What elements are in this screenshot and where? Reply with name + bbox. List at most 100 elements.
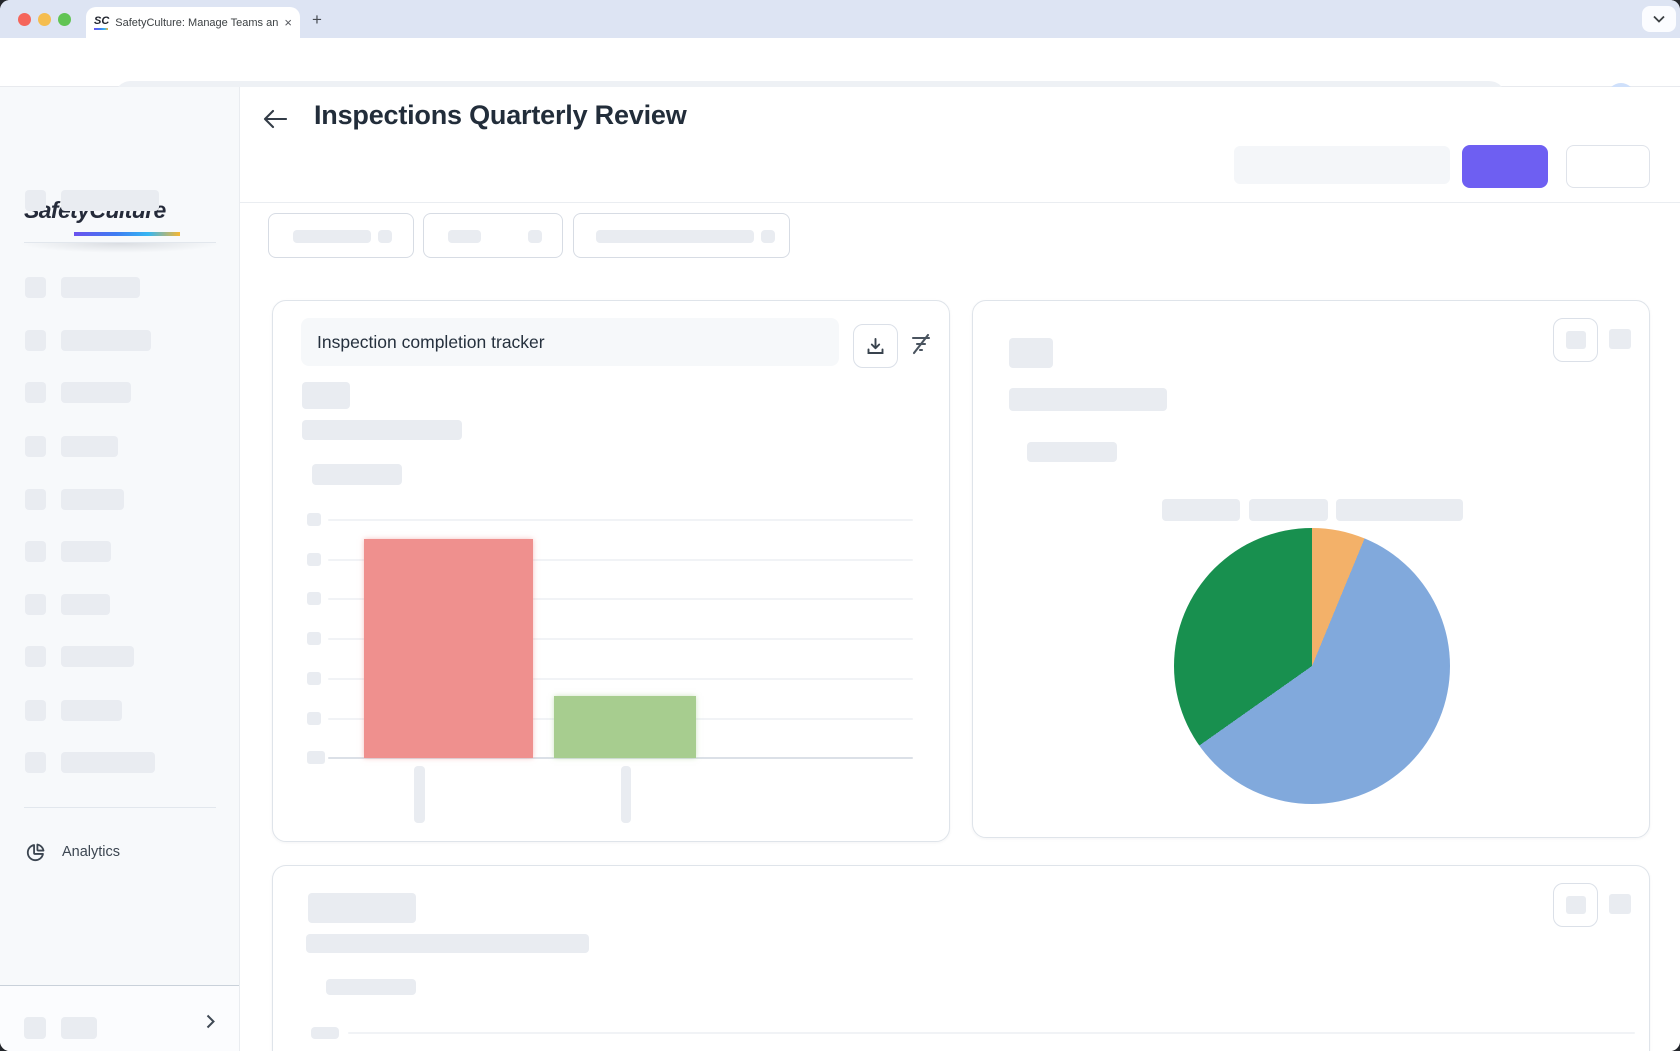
chevron-right-icon[interactable] [206,1014,215,1034]
sidebar-bottom-panel [0,985,239,1051]
sidebar-skeleton-label [61,752,155,773]
chart-skeleton-legend [1027,442,1117,462]
sidebar-skeleton-icon [25,330,46,351]
analytics-label: Analytics [62,844,121,860]
chart-skeleton-subtitle [302,420,462,440]
sidebar-skeleton-label [61,190,159,211]
axis-baseline [328,757,913,759]
new-tab-icon[interactable]: + [312,10,322,29]
sidebar-item-analytics[interactable]: Analytics [0,838,240,866]
gridline [328,598,913,600]
card-skeleton-icon [1609,329,1631,349]
xtick-skeleton [414,766,425,823]
button-skeleton-icon [1565,896,1586,914]
card-action-button[interactable] [1553,318,1598,362]
card-skeleton-icon [1609,894,1631,914]
page-title: Inspections Quarterly Review [314,100,687,130]
chart-skeleton-legend [312,464,402,485]
chart-skeleton-subtitle [1009,388,1167,411]
download-button[interactable] [853,324,898,368]
analytics-pie-icon [25,842,46,863]
ytick-skeleton [307,751,325,764]
ytick-skeleton [311,1027,339,1039]
sidebar-skeleton-icon [25,436,46,457]
legend-skeleton-item [1162,499,1240,521]
header-skeleton-control [1234,146,1450,184]
xtick-skeleton [621,766,631,823]
sidebar-skeleton-icon [25,541,46,562]
chevron-down-icon [1653,15,1665,23]
sidebar-scroll-shadow [0,243,240,257]
bar-card-title: Inspection completion tracker [317,331,545,352]
chip-skeleton-caret [761,230,775,243]
ytick-skeleton [307,513,321,526]
chart-skeleton-subtitle [306,934,589,953]
safetyculture-favicon: SC [94,15,109,30]
page-back-button[interactable] [260,104,290,134]
app-sidebar: SafetyCulture Analytics [0,87,240,1051]
ytick-skeleton [307,553,321,566]
chart-skeleton-legend [326,979,416,995]
bar-series-red[interactable] [364,539,533,758]
sidebar-skeleton-icon [25,700,46,721]
bar-chart-card: Inspection completion tracker [272,300,950,842]
chip-skeleton-label [293,230,371,243]
pie-chart[interactable] [1174,528,1450,804]
sidebar-skeleton-label [61,646,134,667]
legend-skeleton-item [1249,499,1328,521]
filter-chip[interactable] [573,213,790,258]
browser-toolbar: https://app.safetyculture.com/analytics/… [0,38,1680,115]
chart-skeleton-value [302,382,350,409]
sidebar-skeleton-icon [24,1017,46,1039]
tab-title: SafetyCulture: Manage Teams and... [115,16,279,29]
sidebar-skeleton-label [61,541,111,562]
bar-series-green[interactable] [554,696,696,758]
header-divider [240,202,1680,203]
sidebar-skeleton-label [61,382,131,403]
gridline [328,559,913,561]
traffic-light-minimize[interactable] [38,13,51,26]
chip-skeleton-label [448,230,481,243]
secondary-action-button[interactable] [1566,145,1650,188]
card-action-button[interactable] [1553,883,1598,927]
tab-close-icon[interactable]: × [284,15,292,30]
filter-chip[interactable] [268,213,414,258]
primary-action-button[interactable] [1462,145,1548,188]
sidebar-divider [24,242,216,243]
sidebar-skeleton-label [61,436,118,457]
pie-chart-card [972,300,1650,838]
card-title-bar: Inspection completion tracker [301,318,839,366]
logo-gradient-underline [74,232,180,236]
sidebar-skeleton-icon [25,752,46,773]
sidebar-skeleton-label [61,489,124,510]
ytick-skeleton [307,632,321,645]
browser-tab[interactable]: SC SafetyCulture: Manage Teams and... × [86,7,300,38]
ytick-skeleton [307,712,321,725]
sidebar-skeleton-icon [25,190,46,211]
legend-skeleton-item [1336,499,1463,521]
tab-search-chevron[interactable] [1642,6,1676,32]
gridline [348,1032,1635,1034]
chart-skeleton-value [308,893,416,923]
sidebar-skeleton-label [61,330,151,351]
sidebar-skeleton-label [61,1017,97,1039]
chart-skeleton-value [1009,338,1053,368]
chip-skeleton-label [596,230,754,243]
gridline [328,638,913,640]
sidebar-skeleton-icon [25,646,46,667]
tab-strip: SC SafetyCulture: Manage Teams and... × … [0,0,1680,38]
filter-chip[interactable] [423,213,563,258]
ytick-skeleton [307,592,321,605]
download-icon [867,337,884,354]
main-content: Inspections Quarterly Review Inspection … [240,87,1680,1051]
traffic-light-close[interactable] [18,13,31,26]
traffic-light-zoom[interactable] [58,13,71,26]
sidebar-skeleton-icon [25,594,46,615]
sidebar-skeleton-label [61,700,122,721]
chip-skeleton-caret [528,230,542,243]
filter-off-icon[interactable] [909,332,933,356]
chip-skeleton-caret [378,230,392,243]
sidebar-skeleton-label [61,594,110,615]
sidebar-divider [24,807,216,808]
